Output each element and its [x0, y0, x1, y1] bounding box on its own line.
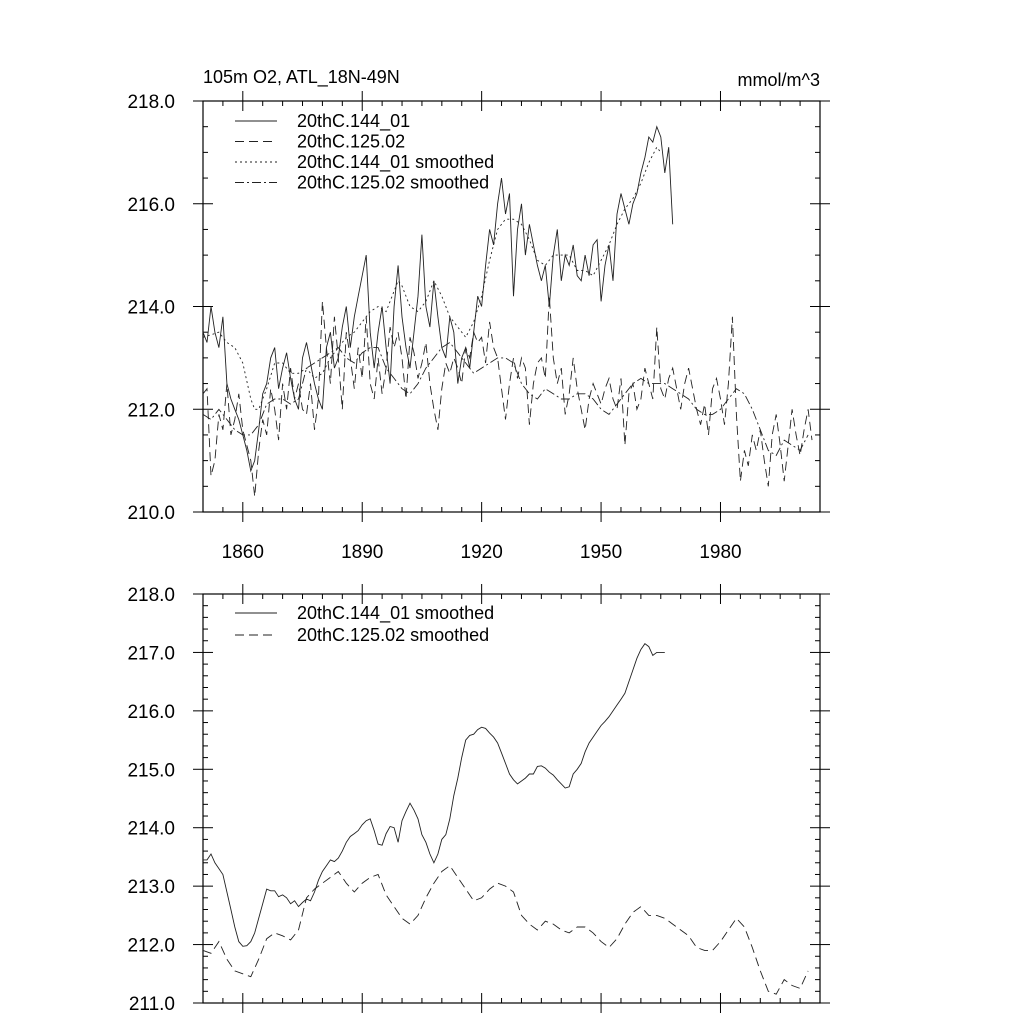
series-line-1 [202, 865, 809, 995]
y-tick-label: 212.0 [127, 936, 175, 957]
y-tick-label: 215.0 [127, 760, 175, 781]
legend-label-1: 20thC.125.02 [297, 132, 405, 152]
plot-frame [202, 593, 821, 1004]
x-tick-label: 1950 [580, 542, 622, 563]
x-tick-label: 1980 [699, 542, 741, 563]
x-tick-label: 1920 [461, 542, 503, 563]
y-tick-label: 210.0 [127, 503, 175, 524]
legend-label-0: 20thC.144_01 [297, 111, 410, 132]
top-panel: 1860 1890 1920 1950 1980 210.0 212.0 214.0 216.0… [127, 91, 830, 563]
legend-label-0: 20thC.144_01 smoothed [297, 603, 494, 624]
y-tick-label: 218.0 [127, 585, 175, 606]
y-tick-label: 212.0 [127, 400, 175, 421]
y-tick-label: 216.0 [127, 702, 175, 723]
y-tick-label: 214.0 [127, 298, 175, 319]
y-tick-label: 214.0 [127, 819, 175, 840]
y-tick-label: 211.0 [129, 994, 175, 1015]
figure-title: 105m O2, ATL_18N-49N [203, 67, 400, 88]
series-line-0 [203, 643, 665, 947]
x-tick-label: 1860 [222, 542, 264, 563]
y-tick-label: 217.0 [127, 643, 175, 664]
units-label: mmol/m^3 [738, 70, 820, 90]
legend-label-3: 20thC.125.02 smoothed [297, 173, 489, 193]
legend-label-1: 20thC.125.02 smoothed [297, 625, 489, 645]
series-line-0 [202, 125, 674, 473]
y-tick-label: 218.0 [127, 92, 175, 113]
bottom-panel: 211.0 212.0 213.0 214.0 215.0 216.0 217.0 218.0… [127, 584, 830, 1015]
series-line-1 [202, 296, 813, 497]
legend-label-2: 20thC.144_01 smoothed [297, 152, 494, 173]
y-tick-label: 216.0 [127, 195, 175, 216]
plot-frame [202, 100, 821, 513]
x-tick-label: 1890 [341, 542, 383, 563]
series-line-3 [202, 341, 809, 457]
y-tick-label: 213.0 [127, 877, 175, 898]
